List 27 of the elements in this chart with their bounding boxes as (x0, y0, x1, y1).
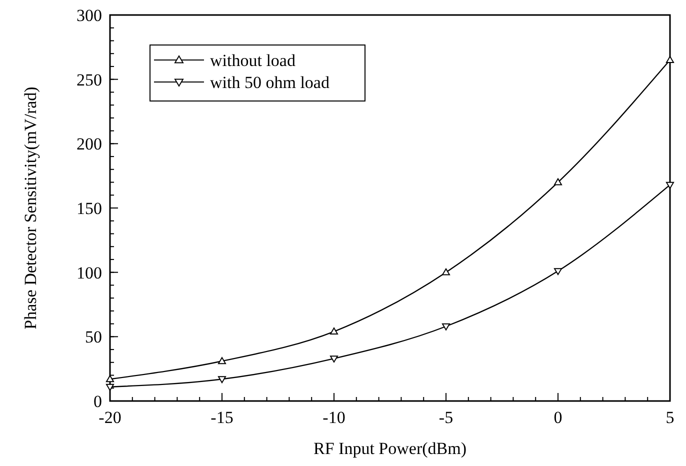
x-tick-label: 0 (554, 408, 562, 427)
y-tick-label: 300 (76, 6, 102, 25)
point (666, 56, 674, 63)
y-tick-label: 50 (85, 328, 102, 347)
point (330, 356, 338, 363)
point (330, 328, 338, 334)
point (554, 268, 562, 276)
y-axis-title: Phase Detector Sensitivity(mV/rad) (21, 86, 40, 330)
x-axis-title: RF Input Power(dBm) (314, 439, 466, 458)
y-tick-label: 150 (76, 198, 102, 218)
y-tick-label: 100 (76, 263, 102, 282)
x-tick-label: -15 (210, 408, 234, 427)
y-tick-label: 200 (76, 134, 102, 154)
x-tick-label: -20 (98, 408, 122, 427)
y-tick-label: 250 (76, 70, 102, 90)
point (442, 268, 450, 276)
point (554, 178, 562, 186)
point (218, 376, 226, 384)
x-tick-label: 5 (666, 408, 674, 427)
x-tick-label: -5 (438, 408, 454, 427)
y-tick-label: 0 (94, 392, 102, 411)
legend-label: with 50 ohm load (210, 72, 330, 92)
point (666, 182, 674, 189)
legend-label: without load (210, 50, 296, 70)
x-tick-label: -10 (322, 408, 346, 427)
point (218, 357, 226, 364)
point (442, 323, 450, 330)
